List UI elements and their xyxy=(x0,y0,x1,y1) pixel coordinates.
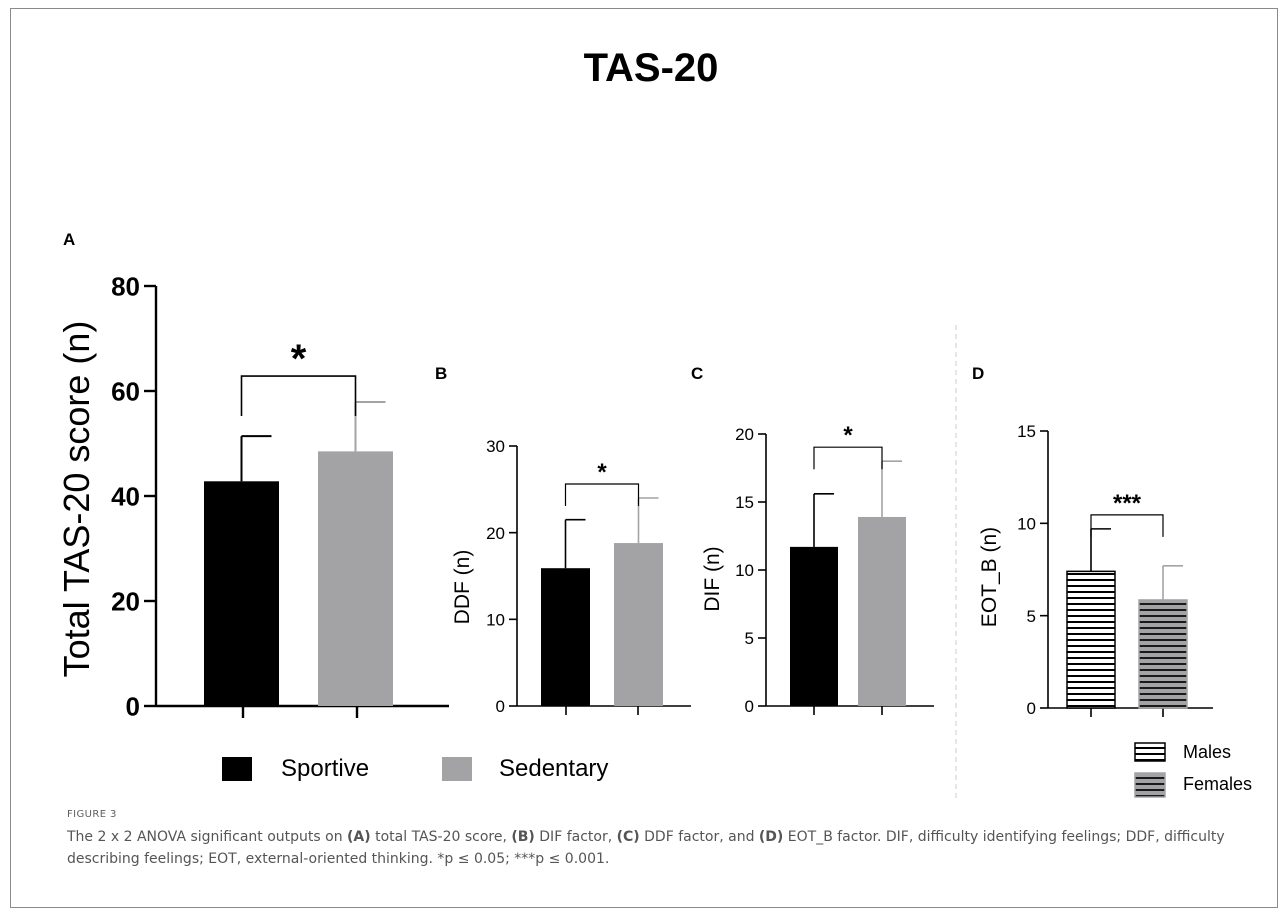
y-tick-label-a: 0 xyxy=(126,691,140,721)
caption-part-1: The 2 x 2 ANOVA significant outputs on xyxy=(67,829,348,845)
y-tick-label-b: 10 xyxy=(486,610,505,629)
legend-label-females: Females xyxy=(1183,774,1252,794)
y-axis-label-a: Total TAS-20 score (n) xyxy=(56,321,97,678)
y-tick-label-c: 5 xyxy=(745,629,754,648)
bar-c-sportive xyxy=(790,546,838,706)
figure-frame: TAS-20 A 0 20 40 60 80 Total TAS-20 score (n) *… xyxy=(10,8,1278,908)
bar-b-sedentary xyxy=(614,543,663,706)
significance-marker-a: * xyxy=(291,337,307,381)
y-tick-label-d: 0 xyxy=(1027,699,1036,718)
y-tick-label-c: 15 xyxy=(735,493,754,512)
chart-panels: A 0 20 40 60 80 Total TAS-20 score (n) * B 0 10 20 3… xyxy=(56,230,1213,721)
bar-a-sportive xyxy=(204,481,279,706)
caption-part-4: DDF factor, and xyxy=(639,829,759,845)
bar-b-sportive xyxy=(541,568,590,706)
y-tick-label-c: 20 xyxy=(735,425,754,444)
significance-marker-c: * xyxy=(843,422,853,449)
significance-bracket-b xyxy=(564,483,640,506)
significance-bracket-c xyxy=(813,446,883,470)
y-tick-label-a: 20 xyxy=(111,586,140,616)
significance-bracket-a xyxy=(240,375,357,417)
y-tick-label-c: 10 xyxy=(735,561,754,580)
caption-tag-c: (C) xyxy=(616,829,640,845)
y-tick-label-a: 80 xyxy=(111,271,140,301)
caption-part-5: EOT_B factor. DIF, difficulty identifyin… xyxy=(67,829,1225,867)
caption-tag-d: (D) xyxy=(758,829,784,845)
bar-c-sedentary xyxy=(858,516,906,706)
y-tick-label-b: 30 xyxy=(486,437,505,456)
legend-swatch-males xyxy=(1134,742,1166,762)
legend-label-sportive: Sportive xyxy=(281,755,369,782)
caption-label: FIGURE 3 xyxy=(67,809,117,820)
caption-part-3: DIF factor, xyxy=(534,829,617,845)
bar-d-females xyxy=(1138,599,1188,709)
panel-letter-c: C xyxy=(691,364,703,383)
caption-text: The 2 x 2 ANOVA significant outputs on (… xyxy=(67,826,1267,870)
y-tick-label-d: 15 xyxy=(1017,422,1036,441)
caption-tag-a: (A) xyxy=(347,829,371,845)
bar-d-males xyxy=(1066,570,1116,709)
panel-letter-b: B xyxy=(435,364,447,383)
y-tick-label-b: 20 xyxy=(486,524,505,543)
legend-label-sedentary: Sedentary xyxy=(499,755,608,782)
caption-tag-b: (B) xyxy=(511,829,535,845)
figure-svg: TAS-20 A 0 20 40 60 80 Total TAS-20 score (n) *… xyxy=(56,46,1252,799)
y-axis-label-b: DDF (n) xyxy=(451,550,474,625)
figure-title: TAS-20 xyxy=(584,46,719,90)
significance-bracket-d xyxy=(1090,514,1164,537)
legend-label-males: Males xyxy=(1183,742,1231,762)
y-axis-label-c: DIF (n) xyxy=(701,546,724,611)
y-tick-label-a: 60 xyxy=(111,376,140,406)
panel-letter-a: A xyxy=(63,230,75,249)
y-tick-label-b: 0 xyxy=(496,697,505,716)
y-tick-label-a: 40 xyxy=(111,481,140,511)
legend-swatch-sportive xyxy=(222,757,252,781)
y-tick-label-d: 10 xyxy=(1017,514,1036,533)
legend-swatch-females xyxy=(1134,772,1166,798)
y-axis-label-d: EOT_B (n) xyxy=(978,527,1001,627)
caption-part-2: total TAS-20 score, xyxy=(370,829,512,845)
panel-letter-d: D xyxy=(972,364,984,383)
y-tick-label-c: 0 xyxy=(745,697,754,716)
bar-a-sedentary xyxy=(318,451,393,706)
y-tick-label-d: 5 xyxy=(1027,607,1036,626)
significance-marker-d: *** xyxy=(1113,490,1142,517)
legend-swatch-sedentary xyxy=(442,757,472,781)
significance-marker-b: * xyxy=(597,459,607,486)
